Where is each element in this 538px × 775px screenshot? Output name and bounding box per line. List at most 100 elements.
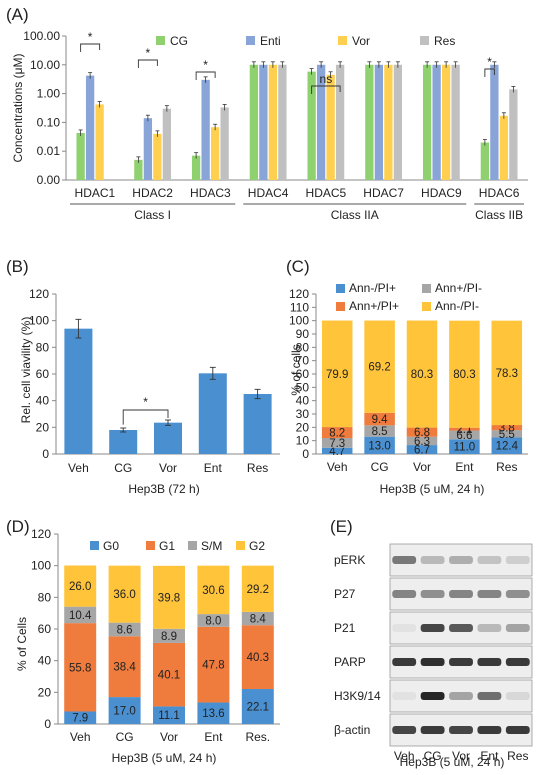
c-bar-ann-pi-ent (449, 439, 480, 454)
c-ytick-label: 80 (296, 340, 310, 354)
d-bar-s-m-ent (197, 614, 230, 627)
c-data-label: 78.3 (496, 368, 518, 380)
c-legend-label-ann-pi: Ann+/PI- (435, 281, 482, 295)
a-significance-bracket (137, 59, 158, 68)
d-legend-swatch-g2 (236, 541, 245, 550)
c-bar-ann-pi-veh (321, 320, 353, 428)
c-bar-ann-pi-vor (406, 427, 438, 437)
panel-d-label: (D) (6, 517, 30, 536)
a-bar-res-hdac4 (278, 64, 287, 180)
c-data-label: 8.2 (329, 428, 345, 440)
panel-d-chart: (D) % of Cells Hep3B (5 uM, 24 h) 0 20 40 6… (6, 517, 280, 765)
e-band (420, 658, 445, 666)
b-category-label: Vor (159, 461, 177, 475)
e-band (505, 624, 530, 632)
d-bar-g1-vor (153, 642, 185, 707)
a-significance-label: * (487, 55, 492, 69)
d-legend-swatch-g0 (90, 541, 99, 550)
c-data-label: 6.7 (414, 445, 430, 457)
a-bar-vor-hdac5 (326, 74, 335, 180)
d-data-label: 40.3 (247, 652, 269, 664)
c-legend-swatch-ann-pi (422, 302, 431, 311)
panel-c-x-axis-label: Hep3B (5 uM, 24 h) (380, 482, 485, 496)
a-class-label-class-iib: Class IIB (475, 208, 523, 222)
d-data-label: 10.4 (69, 610, 92, 622)
d-data-label: 47.8 (202, 660, 224, 672)
e-band (449, 658, 473, 666)
c-category-label: Veh (327, 460, 348, 474)
a-bar-enti-hdac9 (432, 64, 441, 180)
panel-c-y-axis-label: % of cells (289, 344, 303, 395)
d-ytick-label: 80 (38, 590, 52, 604)
e-band (477, 726, 502, 734)
a-category-label: HDAC9 (421, 186, 462, 200)
a-bar-cg-hdac3 (191, 155, 201, 180)
c-data-label: 79.9 (326, 369, 348, 381)
c-bar-ann-pi-ent (449, 320, 480, 428)
a-bar-res-hdac7 (393, 64, 403, 180)
e-row-label-h3k9-14: H3K9/14 (334, 689, 381, 703)
a-legend-swatch-enti (246, 36, 255, 45)
d-bar-g1-ent (197, 626, 230, 703)
d-category-label: Res. (245, 730, 270, 744)
a-bar-vor-hdac3 (210, 127, 220, 180)
e-band (420, 624, 445, 632)
a-bar-cg-hdac9 (422, 64, 432, 180)
d-bar-g2-veh (64, 565, 97, 607)
e-lane-label-veh: Veh (394, 749, 415, 763)
a-bar-cg-hdac6 (480, 142, 490, 180)
e-band (449, 692, 473, 700)
c-data-label: 12.4 (496, 441, 519, 453)
b-ytick-label: 80 (36, 340, 50, 354)
a-bar-vor-hdac7 (384, 64, 393, 180)
c-bar-ann-pi-vor (406, 436, 438, 446)
c-ytick-label: 20 (296, 420, 310, 434)
d-bar-g0-vor (153, 706, 185, 724)
a-ytick-label: 0.00 (37, 173, 61, 187)
c-bar-ann-pi-vor (406, 320, 438, 428)
d-bar-s-m-vor (153, 628, 185, 643)
c-ytick-label: 90 (296, 327, 310, 341)
a-significance-bracket (484, 68, 495, 77)
e-band (505, 726, 530, 734)
d-legend-label-s-m: S/M (201, 539, 222, 553)
c-bar-ann-pi-cg (364, 425, 395, 437)
c-legend-label-ann-pi: Ann+/PI+ (349, 299, 399, 313)
a-bar-enti-hdac4 (259, 64, 268, 180)
d-bar-g0-cg (108, 697, 141, 724)
e-band (449, 556, 473, 564)
c-data-label: 7.3 (329, 438, 345, 450)
a-legend-swatch-res (420, 36, 429, 45)
a-bar-enti-hdac7 (374, 64, 384, 180)
d-data-label: 36.0 (113, 589, 135, 601)
c-legend-label-ann-pi: Ann-/PI+ (349, 281, 396, 295)
panel-a-chart: (A) Concentrations (μM) 0.00 0.01 0.10 1.00… (6, 5, 528, 222)
e-band (392, 590, 417, 598)
c-data-label: 69.2 (368, 362, 390, 374)
c-data-label: 80.3 (411, 369, 433, 381)
b-significance-label: * (143, 395, 148, 409)
d-data-label: 39.8 (158, 592, 180, 604)
e-band (392, 658, 417, 666)
a-bar-vor-hdac4 (268, 64, 278, 180)
panel-e-label: (E) (330, 517, 353, 536)
d-bar-g2-cg (108, 565, 141, 623)
a-bar-res-hdac5 (335, 64, 345, 180)
a-category-label: HDAC2 (132, 186, 173, 200)
d-ytick-label: 60 (38, 622, 52, 636)
e-band (505, 658, 530, 666)
a-ytick-label: 100.00 (23, 29, 60, 43)
c-bar-ann-pi-cg (364, 320, 395, 413)
e-band (477, 624, 502, 632)
a-ytick-label: 1.00 (37, 87, 61, 101)
a-category-label: HDAC4 (248, 186, 289, 200)
a-bar-enti-hdac3 (201, 79, 210, 180)
e-band (420, 692, 445, 700)
d-data-label: 17.0 (113, 706, 135, 718)
panel-d-y-axis-label: % of Cells (15, 617, 29, 671)
b-bar-veh (64, 328, 93, 454)
d-category-label: Ent (204, 730, 223, 744)
d-ytick-label: 0 (44, 717, 51, 731)
a-ytick-label: 0.01 (37, 144, 61, 158)
e-band (477, 658, 502, 666)
